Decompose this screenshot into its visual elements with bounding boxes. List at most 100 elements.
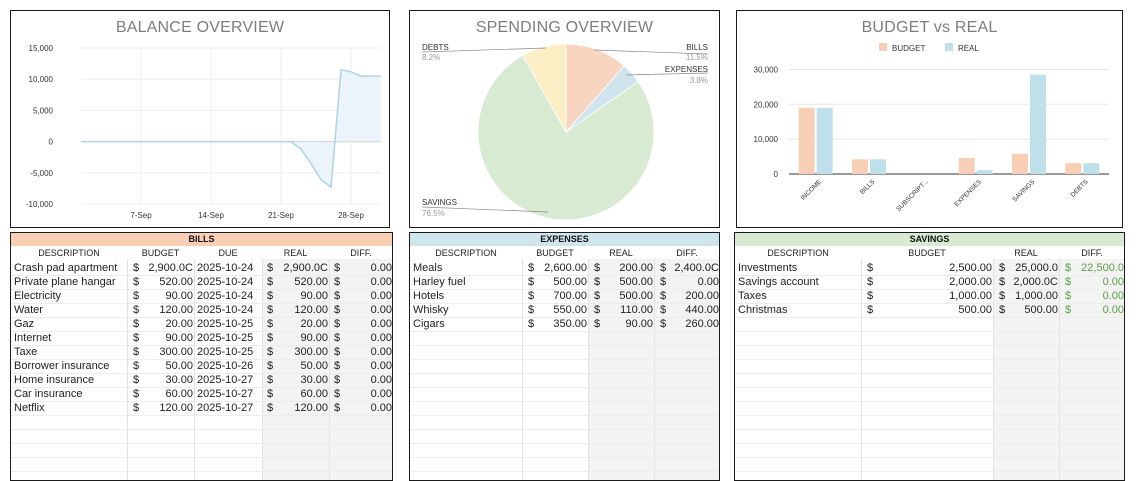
empty-row[interactable] [735, 373, 1124, 388]
cell-real: 200.00 [619, 262, 653, 274]
empty-row[interactable] [11, 471, 392, 480]
empty-row[interactable] [735, 387, 1124, 402]
bar-real-4[interactable] [1030, 74, 1046, 174]
empty-row[interactable] [410, 373, 719, 388]
empty-row[interactable] [11, 443, 392, 458]
table-row[interactable]: Meals $2,600.00 $200.00 $2,400.0C [410, 261, 719, 276]
empty-row[interactable] [735, 401, 1124, 416]
currency-symbol: $ [133, 290, 140, 302]
empty-row[interactable] [410, 415, 719, 430]
table-row[interactable]: Harley fuel $500.00 $500.00 $0.00 [410, 275, 719, 290]
empty-row[interactable] [735, 317, 1124, 332]
empty-row[interactable] [11, 457, 392, 472]
empty-row[interactable] [410, 471, 719, 480]
cell-due: 2025-10-24 [197, 276, 254, 288]
table-row[interactable]: Taxe $300.00 2025-10-25 $300.00 $0.00 [11, 345, 392, 360]
table-row[interactable]: Home insurance $30.00 2025-10-27 $30.00 $0.0… [11, 373, 392, 388]
cell-diff: 0.00 [1102, 290, 1124, 302]
currency-symbol: $ [999, 276, 1006, 288]
cell-due: 2025-10-24 [197, 304, 254, 316]
table-row[interactable]: Water $120.00 2025-10-24 $120.00 $0.00 [11, 303, 392, 318]
empty-row[interactable] [735, 359, 1124, 374]
table-row[interactable]: Taxes $1,000.00 $1,000.00 $0.00 [735, 289, 1124, 304]
cell-real: 500.00 [619, 290, 653, 302]
empty-row[interactable] [410, 401, 719, 416]
budget-vs-real-chart[interactable]: BUDGET vs REAL BUDGET REAL 30,000 20,000 10,… [736, 10, 1123, 228]
cell-diff: 2,400.0C [674, 262, 719, 274]
cell-real: 500.00 [619, 276, 653, 288]
x-tick-label: 14-Sep [198, 211, 224, 220]
cell-description: Gaz [14, 318, 35, 330]
pie-label-bills-pct: 11.5% [686, 53, 708, 62]
pie-slice-bills[interactable] [565, 43, 625, 134]
empty-row[interactable] [735, 429, 1124, 444]
cell-description: Home insurance [14, 374, 95, 386]
table-row[interactable]: Investments $2,500.00 $25,000.0 $22,500.0 [735, 261, 1124, 276]
y-tick-label: 30,000 [754, 65, 779, 74]
cell-real: 25,000.0 [1015, 262, 1058, 274]
table-row[interactable]: Netflix $120.00 2025-10-27 $120.00 $0.00 [11, 401, 392, 416]
y-tick-label: -10,000 [26, 200, 54, 209]
table-row[interactable]: Internet $90.00 2025-10-25 $90.00 $0.00 [11, 331, 392, 346]
y-tick-label: 15,000 [29, 44, 54, 53]
col-description: DESCRIPTION [767, 248, 829, 258]
table-row[interactable]: Crash pad apartment $2,900.0C 2025-10-24 $2… [11, 261, 392, 276]
empty-row[interactable] [735, 415, 1124, 430]
bar-budget-5[interactable] [1065, 163, 1082, 174]
empty-row[interactable] [11, 415, 392, 430]
empty-row[interactable] [410, 387, 719, 402]
cell-real: 90.00 [300, 332, 328, 344]
bar-real-3[interactable] [976, 170, 993, 174]
empty-row[interactable] [410, 443, 719, 458]
cell-due: 2025-10-25 [197, 318, 254, 330]
cell-real: 30.00 [300, 374, 328, 386]
cell-description: Crash pad apartment [14, 262, 118, 274]
currency-symbol: $ [528, 262, 535, 274]
bar-real-0[interactable] [816, 107, 833, 174]
table-row[interactable]: Savings account $2,000.00 $2,000.0C $0.00 [735, 275, 1124, 290]
balance-overview-chart[interactable]: BALANCE OVERVIEW 15,000 10,000 5,000 0 -5,00… [10, 10, 390, 228]
y-tick-label: 0 [774, 170, 779, 179]
empty-row[interactable] [410, 457, 719, 472]
table-row[interactable]: Private plane hangar $520.00 2025-10-24 $52… [11, 275, 392, 290]
cell-diff: 0.00 [370, 402, 392, 414]
table-row[interactable]: Car insurance $60.00 2025-10-27 $60.00 $0.00 [11, 387, 392, 402]
empty-row[interactable] [11, 429, 392, 444]
currency-symbol: $ [267, 332, 274, 344]
cell-diff: 0.00 [370, 304, 392, 316]
bar-budget-1[interactable] [852, 159, 868, 174]
bar-real-5[interactable] [1083, 163, 1100, 174]
empty-row[interactable] [735, 443, 1124, 458]
bar-budget-0[interactable] [798, 107, 815, 174]
empty-row[interactable] [410, 429, 719, 444]
empty-row[interactable] [735, 331, 1124, 346]
cell-budget: 50.00 [165, 360, 193, 372]
currency-symbol: $ [660, 290, 667, 302]
table-row[interactable]: Gaz $20.00 2025-10-25 $20.00 $0.00 [11, 317, 392, 332]
table-row[interactable]: Whisky $550.00 $110.00 $440.00 [410, 303, 719, 318]
bar-real-1[interactable] [870, 159, 886, 174]
empty-row[interactable] [735, 457, 1124, 472]
empty-row[interactable] [735, 471, 1124, 480]
empty-row[interactable] [410, 345, 719, 360]
bar-budget-4[interactable] [1012, 153, 1028, 174]
spending-overview-chart[interactable]: SPENDING OVERVIEW DEBTS 8.2% BILLS 11.5% EXP… [409, 10, 720, 228]
pie-slice-debts[interactable] [522, 43, 567, 134]
legend-label-budget: BUDGET [892, 44, 925, 53]
empty-row[interactable] [735, 345, 1124, 360]
currency-symbol: $ [1065, 276, 1072, 288]
table-row[interactable]: Christmas $500.00 $500.00 $0.00 [735, 303, 1124, 318]
currency-symbol: $ [999, 304, 1006, 316]
table-row[interactable]: Hotels $700.00 $500.00 $200.00 [410, 289, 719, 304]
pie-slice-savings[interactable] [477, 54, 655, 221]
cell-diff: 0.00 [697, 276, 719, 288]
savings-table-header: DESCRIPTION BUDGET REAL DIFF. [735, 247, 1124, 259]
currency-symbol: $ [1065, 290, 1072, 302]
empty-row[interactable] [410, 359, 719, 374]
bar-budget-3[interactable] [958, 157, 975, 174]
table-row[interactable]: Cigars $350.00 $90.00 $260.00 [410, 317, 719, 332]
empty-row[interactable] [410, 331, 719, 346]
table-row[interactable]: Borrower insurance $50.00 2025-10-26 $50.00… [11, 359, 392, 374]
table-row[interactable]: Electricity $90.00 2025-10-24 $90.00 $0.00 [11, 289, 392, 304]
col-real: REAL [609, 248, 633, 258]
